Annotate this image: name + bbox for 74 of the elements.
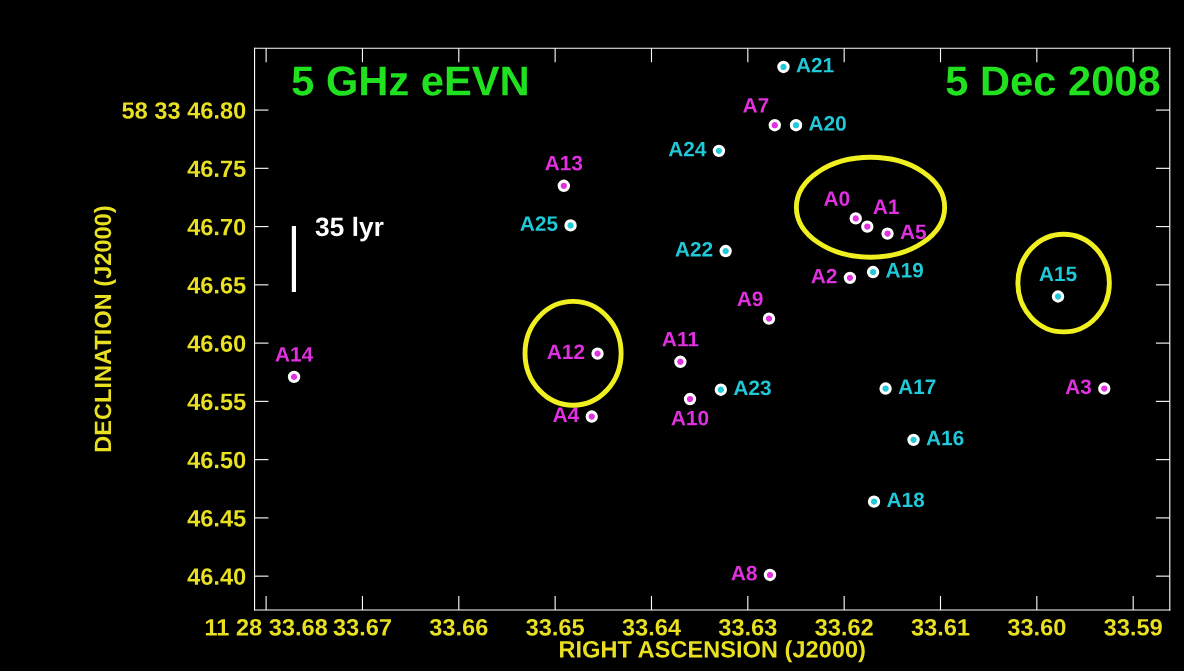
x-axis-title: RIGHT ASCENSION (J2000) [560,640,865,663]
annotation: 35 lyr [315,216,384,242]
data-label: A1 [873,199,899,214]
data-label: A4 [553,407,580,422]
x-tick-label: 33.64 [622,618,681,636]
x-tick-label: 33.66 [429,618,488,636]
point [564,219,577,232]
data-label: A8 [731,565,757,581]
point [762,312,776,325]
point [1051,290,1065,303]
data-label: A23 [733,380,771,396]
point [585,410,598,423]
point [907,433,920,447]
data-label: A7 [743,98,769,113]
point [843,271,857,285]
data-label: A2 [811,268,837,284]
data-label: A5 [900,224,927,240]
data-label: A21 [796,57,834,73]
point [861,220,874,233]
point [763,568,777,582]
annotation: 5 Dec 2008 [946,66,1160,96]
data-label: A25 [520,216,558,232]
point [867,495,881,508]
data-label: A24 [668,141,707,157]
x-tick-label: 33.63 [718,618,777,636]
point [849,212,862,225]
y-tick-label: 46.75 [187,160,246,178]
y-tick-label: 46.60 [187,335,246,352]
point [768,119,781,132]
point [591,347,604,360]
data-label: A18 [887,492,925,508]
point [1098,382,1111,395]
x-tick-label: 33.65 [526,618,585,636]
data-label: A20 [809,116,846,131]
data-label: A9 [737,291,763,307]
annotation: 5 GHz eEVN [292,66,527,96]
point [789,119,803,132]
y-tick-label: 46.40 [187,568,246,585]
x-tick-label: 11 28 33.68 [205,618,328,636]
data-label: A12 [547,344,585,359]
y-tick-label: 46.50 [187,451,246,469]
x-tick-label: 33.67 [333,618,391,636]
data-label: A13 [545,155,583,171]
y-tick-label: 46.70 [187,218,246,236]
data-label: A0 [824,191,850,206]
data-label: A16 [926,430,964,446]
y-tick-label: 46.65 [187,276,246,294]
point [683,392,697,406]
data-label: A3 [1065,379,1092,395]
y-tick-label: 46.45 [187,509,246,527]
x-tick-label: 33.59 [1104,618,1162,636]
x-tick-label: 33.62 [815,618,873,636]
y-tick-label: 46.55 [187,393,246,411]
data-label: A22 [675,241,713,257]
data-label: A14 [275,347,314,362]
point [287,370,301,384]
point [714,383,728,396]
point [557,179,570,192]
point [712,144,726,158]
x-tick-label: 33.60 [1007,618,1066,636]
y-axis-title: DECLINATION (J2000) [93,206,116,452]
point [719,244,732,258]
point [879,382,892,395]
data-label: A17 [898,379,936,394]
point [881,227,894,240]
data-label: A15 [1039,266,1077,282]
point [777,60,790,74]
data-label: A19 [886,262,924,278]
x-tick-label: 33.61 [911,618,970,636]
y-tick-label: 58 33 46.80 [122,102,246,119]
data-label: A10 [671,410,709,426]
point [866,265,880,279]
point [674,355,687,368]
data-label: A11 [662,331,699,347]
